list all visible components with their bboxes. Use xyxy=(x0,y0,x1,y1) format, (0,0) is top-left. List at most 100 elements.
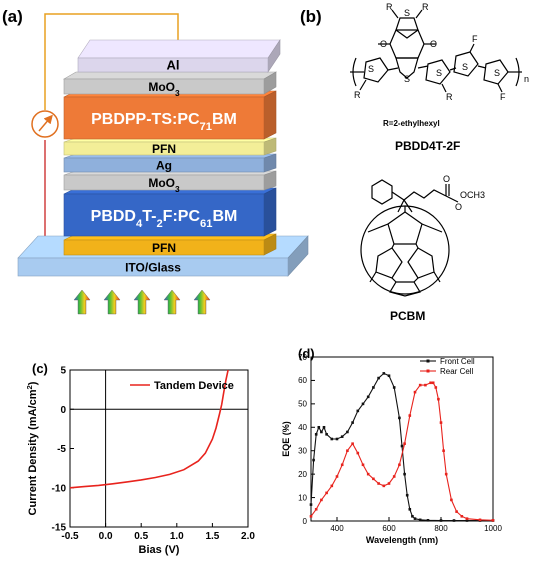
light-arrow-icon xyxy=(163,289,181,315)
data-point xyxy=(351,442,354,445)
data-point xyxy=(361,463,365,467)
data-point xyxy=(418,518,422,522)
x-axis-title: Bias (V) xyxy=(139,544,180,556)
layer: Ag xyxy=(63,153,277,173)
data-point xyxy=(317,425,321,429)
y-tick-label: 60 xyxy=(298,376,307,385)
y-tick-label: 30 xyxy=(298,447,307,456)
data-point xyxy=(465,519,469,522)
x-tick-label: 0.0 xyxy=(99,531,113,542)
data-point xyxy=(309,503,313,506)
y-tick-label: 5 xyxy=(60,366,66,377)
atom-label-ester: OCH3 xyxy=(460,190,485,200)
data-point xyxy=(403,472,406,476)
data-point xyxy=(325,491,328,495)
y-tick-label: -15 xyxy=(52,523,67,534)
legend-label: Tandem Device xyxy=(154,380,234,392)
data-point xyxy=(325,433,328,436)
data-point xyxy=(346,449,349,453)
data-point xyxy=(460,515,464,518)
plot-frame xyxy=(69,369,249,528)
data-point xyxy=(403,442,406,445)
atom-label-o: O xyxy=(455,202,462,212)
data-point xyxy=(346,430,349,434)
x-tick-label: 800 xyxy=(434,524,448,533)
data-point xyxy=(335,437,339,441)
external-circuit xyxy=(31,13,179,251)
data-point xyxy=(372,477,375,481)
data-point xyxy=(340,435,344,438)
series-line xyxy=(310,382,494,521)
data-point xyxy=(387,374,391,378)
x-axis-title: Wavelength (nm) xyxy=(366,535,438,545)
data-point xyxy=(439,519,443,522)
data-point xyxy=(450,498,453,502)
light-arrow-icon xyxy=(103,289,121,315)
data-point xyxy=(413,517,417,520)
data-point xyxy=(330,437,334,441)
y-tick-label: 20 xyxy=(298,470,307,479)
atom-label-s: S xyxy=(462,62,468,72)
atom-label-r: R xyxy=(422,2,429,12)
data-point xyxy=(392,475,396,478)
data-point xyxy=(320,430,323,434)
data-point xyxy=(411,515,414,518)
legend-label: Front Cell xyxy=(440,357,475,366)
data-point xyxy=(408,507,412,511)
polymer-structure xyxy=(350,9,522,93)
series-line xyxy=(69,369,229,489)
light-arrow-icon xyxy=(73,289,91,315)
data-point xyxy=(312,458,315,462)
jv-chart: -0.5 0.0 0.5 1.0 1.5 2.0 5 0 -5 -10 -15 Bias (V) Cur… xyxy=(25,366,256,557)
atom-label-f: F xyxy=(500,92,506,102)
x-tick-label: -0.5 xyxy=(61,531,79,542)
data-point xyxy=(377,376,380,380)
y-tick-label: 70 xyxy=(298,353,307,362)
data-point xyxy=(426,518,430,522)
layer: PFN xyxy=(63,137,277,156)
layer-label: PBDD4T-2F:PC61BM xyxy=(91,208,238,230)
layer-label: PFN xyxy=(152,142,176,156)
layer: PBDD4T-2F:PC61BM xyxy=(63,187,277,237)
data-point xyxy=(442,449,445,453)
x-tick-label: 600 xyxy=(382,524,396,533)
pcbm-structure xyxy=(360,179,459,297)
data-point xyxy=(413,390,417,394)
y-tick-label: 0 xyxy=(60,405,66,416)
layer: MoO3 xyxy=(63,170,277,194)
device-stack-diagram: ITO/Glass PFN PBDD4T-2F:PC61BM MoO3 Ag PFN PBD… xyxy=(17,13,309,315)
data-point xyxy=(398,463,401,467)
y-tick-label: -10 xyxy=(52,483,67,494)
atom-label-s: S xyxy=(404,8,410,18)
pcbm-atom-labels: O O OCH3 xyxy=(443,174,485,212)
layer: Al xyxy=(77,39,281,73)
data-point xyxy=(418,383,422,387)
layer-label: MoO3 xyxy=(148,176,180,194)
layer-label: PBDPP-TS:PC71BM xyxy=(91,111,237,133)
data-point xyxy=(377,482,380,485)
data-point xyxy=(356,451,360,455)
y-tick-label: -5 xyxy=(57,444,66,455)
atom-label-s: S xyxy=(368,64,374,74)
atom-label-r: R xyxy=(354,90,361,100)
y-tick-label: 10 xyxy=(298,493,307,502)
atom-label-r: R xyxy=(446,92,453,102)
data-point xyxy=(465,517,469,520)
data-point xyxy=(478,518,482,522)
x-tick-label: 2.0 xyxy=(241,531,255,542)
polymer-name: PBDD4T-2F xyxy=(395,139,460,153)
data-point xyxy=(356,409,360,413)
panel-label-b: (b) xyxy=(300,7,322,26)
atom-label-s: S xyxy=(436,68,442,78)
data-point xyxy=(429,381,432,385)
layer-label: PFN xyxy=(152,241,176,255)
data-point xyxy=(382,484,386,488)
data-point xyxy=(434,386,438,389)
x-tick-label: 0.5 xyxy=(134,531,148,542)
data-point xyxy=(400,444,404,448)
data-point xyxy=(330,484,334,488)
data-point xyxy=(439,421,443,424)
data-point xyxy=(424,383,427,387)
series-line xyxy=(310,372,493,522)
